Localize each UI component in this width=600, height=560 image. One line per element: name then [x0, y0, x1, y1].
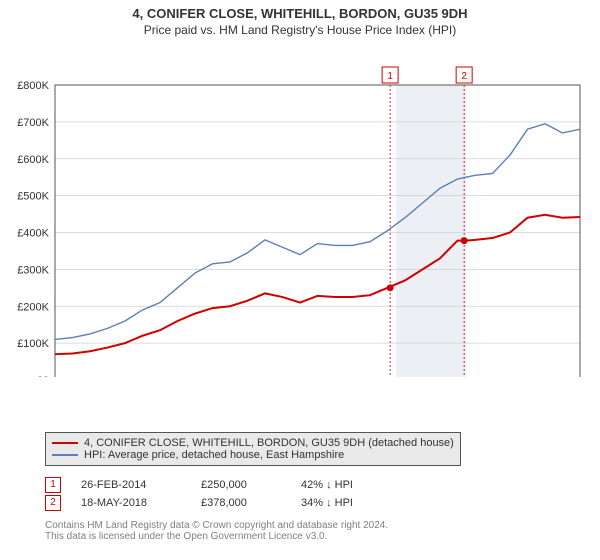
annotation-price: £378,000	[201, 497, 301, 509]
svg-text:£300K: £300K	[17, 264, 49, 276]
svg-text:£800K: £800K	[17, 80, 49, 92]
svg-text:£0: £0	[37, 375, 49, 377]
footer-text: Contains HM Land Registry data © Crown c…	[45, 520, 388, 542]
annotation-marker: 2	[45, 495, 61, 511]
annotation-row: 1 26-FEB-2014£250,00042% ↓ HPI	[45, 476, 421, 494]
svg-text:£700K: £700K	[17, 117, 49, 129]
chart-title: 4, CONIFER CLOSE, WHITEHILL, BORDON, GU3…	[0, 0, 600, 21]
legend: 4, CONIFER CLOSE, WHITEHILL, BORDON, GU3…	[45, 432, 461, 466]
chart-svg: £0 £100K £200K £300K £400K £500K £600K £700K £80…	[0, 37, 600, 377]
footer-line-1: Contains HM Land Registry data © Crown c…	[45, 520, 388, 531]
svg-text:2: 2	[461, 71, 467, 82]
svg-text:£400K: £400K	[17, 228, 49, 240]
svg-text:1: 1	[387, 71, 393, 82]
annotation-date: 26-FEB-2014	[81, 479, 201, 491]
annotation-pct: 42% ↓ HPI	[301, 479, 421, 491]
footer-line-2: This data is licensed under the Open Gov…	[45, 531, 388, 542]
annotation-price: £250,000	[201, 479, 301, 491]
annotation-pct: 34% ↓ HPI	[301, 497, 421, 509]
annotation-table: 1 26-FEB-2014£250,00042% ↓ HPI 2 18-MAY-201…	[45, 476, 421, 512]
svg-text:£200K: £200K	[17, 301, 49, 313]
plot-area: £0 £100K £200K £300K £400K £500K £600K £700K £80…	[0, 37, 600, 380]
legend-item: 4, CONIFER CLOSE, WHITEHILL, BORDON, GU3…	[52, 437, 454, 449]
legend-item: HPI: Average price, detached house, East…	[52, 449, 454, 461]
svg-text:£100K: £100K	[17, 338, 49, 350]
svg-text:£500K: £500K	[17, 191, 49, 203]
legend-swatch	[52, 454, 78, 456]
annotation-row: 2 18-MAY-2018£378,00034% ↓ HPI	[45, 494, 421, 512]
legend-swatch	[52, 442, 78, 444]
chart-subtitle: Price paid vs. HM Land Registry's House …	[0, 21, 600, 37]
svg-text:£600K: £600K	[17, 154, 49, 166]
legend-label: HPI: Average price, detached house, East…	[84, 449, 344, 461]
legend-label: 4, CONIFER CLOSE, WHITEHILL, BORDON, GU3…	[84, 437, 454, 449]
annotation-date: 18-MAY-2018	[81, 497, 201, 509]
annotation-marker: 1	[45, 477, 61, 493]
